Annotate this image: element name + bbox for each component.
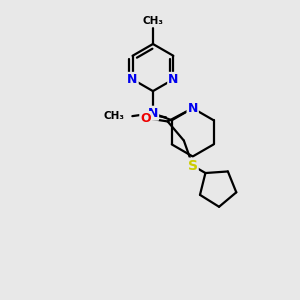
Text: N: N [148, 107, 158, 120]
Text: O: O [140, 112, 151, 125]
Text: CH₃: CH₃ [142, 16, 164, 26]
Text: CH₃: CH₃ [103, 111, 124, 121]
Text: N: N [188, 102, 198, 115]
Text: N: N [168, 73, 178, 86]
Text: N: N [128, 73, 138, 86]
Text: S: S [188, 159, 198, 172]
